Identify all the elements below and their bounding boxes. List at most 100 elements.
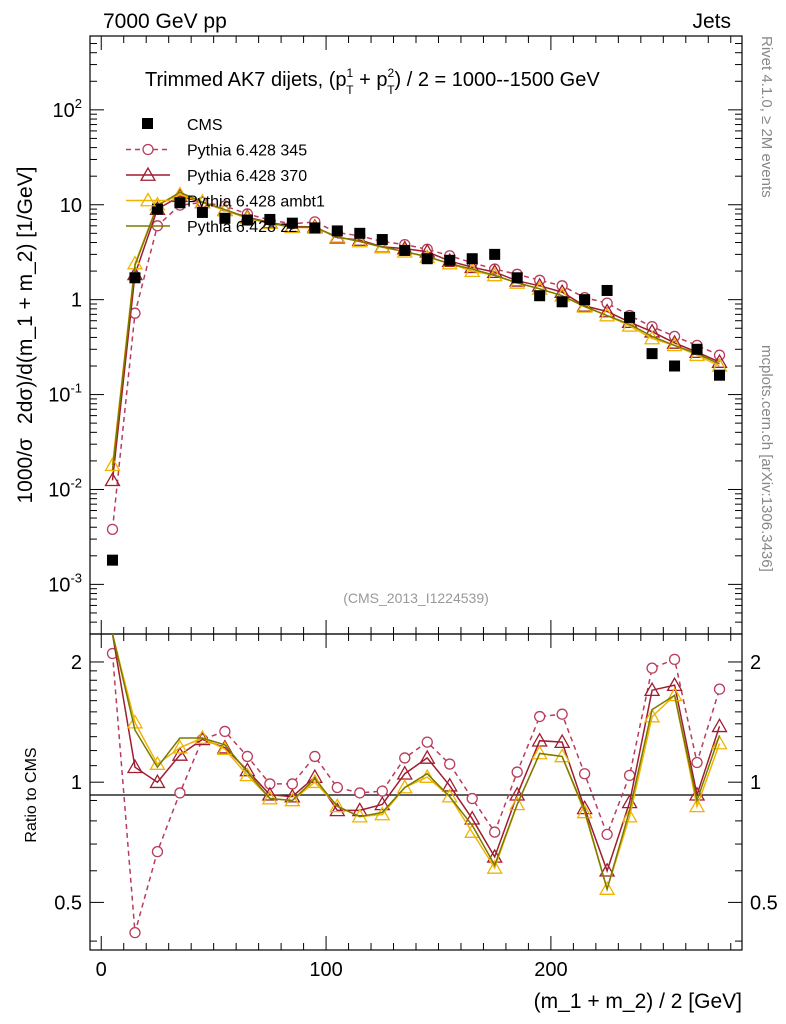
series-point xyxy=(104,471,121,487)
ratio-point xyxy=(668,653,681,666)
series-point xyxy=(104,456,121,472)
cms-data-point xyxy=(106,554,118,566)
y-tick-exponent: -2 xyxy=(70,475,82,490)
ratio-point xyxy=(241,750,254,763)
cms-data-point xyxy=(241,214,253,226)
ratio-point xyxy=(376,785,388,797)
ratio-point xyxy=(354,787,366,799)
y-tick-label: 10-1 xyxy=(48,381,82,407)
ratio-point xyxy=(554,733,571,749)
series-point xyxy=(711,357,728,372)
main-series-layer xyxy=(104,186,728,536)
cms-data-point xyxy=(669,360,681,372)
ratio-point xyxy=(643,681,661,697)
cms-data-point xyxy=(219,212,231,224)
ratio-point xyxy=(329,802,346,817)
cms-data-point xyxy=(579,294,591,306)
ratio-point xyxy=(171,746,189,761)
title-sub2: T xyxy=(387,83,395,97)
legend-marker-cms xyxy=(142,118,153,129)
ratio-point xyxy=(623,769,636,782)
series-point xyxy=(621,317,638,332)
ratio-point xyxy=(329,798,346,813)
series-point xyxy=(486,263,503,279)
source-label: mcplots.cern.ch [arXiv:1306.3436] xyxy=(758,345,775,572)
ratio-series-3 xyxy=(111,633,721,892)
ratio-point xyxy=(286,778,298,790)
ratio-tick-label-left: 1 xyxy=(71,772,82,794)
ratio-point xyxy=(151,845,164,858)
process-label: Jets xyxy=(692,10,731,33)
title-mid: + p xyxy=(354,69,388,91)
cms-data-point xyxy=(646,348,658,360)
y-tick-label: 102 xyxy=(53,96,82,122)
title-sup1: 1 xyxy=(347,66,354,80)
series-point xyxy=(106,523,119,536)
y-label-left: 1000/σ xyxy=(14,438,37,504)
ratio-point xyxy=(691,756,703,769)
ratio-point xyxy=(421,736,433,748)
ratio-point xyxy=(643,708,661,723)
series-point xyxy=(464,258,481,274)
ratio-point xyxy=(129,926,141,939)
ratio-point xyxy=(149,773,166,789)
ratio-y-axis-label: Ratio to CMS xyxy=(23,747,40,842)
ratio-point xyxy=(509,796,526,811)
cms-data-point xyxy=(556,296,568,308)
cms-data-point xyxy=(309,222,321,234)
ratio-point xyxy=(261,790,278,805)
ratio-point xyxy=(666,687,683,702)
y-tick-label: 10 xyxy=(60,195,82,217)
ratio-point xyxy=(576,804,593,819)
title-sup2: 2 xyxy=(388,66,395,80)
ratio-tick-label-right: 0.5 xyxy=(750,892,778,914)
ratio-point xyxy=(601,828,613,841)
cms-data-point xyxy=(286,217,298,229)
chart-title: Trimmed AK7 dijets, (p1 T + p2 T) / 2 = 10… xyxy=(145,66,600,97)
cms-data-point xyxy=(354,227,366,239)
cms-data-layer xyxy=(106,197,726,566)
ratio-point xyxy=(713,683,726,695)
energy-label: 7000 GeV pp xyxy=(103,10,227,33)
ratio-point xyxy=(399,752,411,764)
rivet-label: Rivet 4.1.0, ≥ 2M events xyxy=(758,36,775,198)
legend-label: Pythia 6.428 ambt1 xyxy=(187,194,325,211)
series-point xyxy=(576,298,593,313)
ratio-point xyxy=(666,676,683,692)
series-line xyxy=(111,201,720,530)
ratio-tick-label-left: 0.5 xyxy=(54,892,82,914)
ratio-point xyxy=(711,718,728,733)
ratio-axis-ticks: 0.5 0.5 1 1 2 2 xyxy=(54,652,778,942)
legend-label: Pythia 6.428 370 xyxy=(187,168,307,185)
cms-data-point xyxy=(714,369,726,381)
ratio-line xyxy=(111,633,721,874)
cms-data-point xyxy=(174,197,186,209)
cms-data-point xyxy=(511,272,523,284)
ratio-point xyxy=(171,739,189,754)
series-point xyxy=(598,303,616,318)
ratio-line xyxy=(111,633,721,892)
legend-marker xyxy=(142,143,154,156)
ratio-point xyxy=(531,745,548,760)
series-point xyxy=(351,231,368,246)
ratio-point xyxy=(711,735,728,750)
cms-data-point xyxy=(151,203,163,215)
cms-data-point xyxy=(691,343,703,355)
cms-data-point xyxy=(489,248,501,260)
ratio-point xyxy=(578,768,591,780)
ratio-point xyxy=(646,662,658,674)
ratio-tick-label-right: 1 xyxy=(750,772,761,794)
ratio-panel-frame xyxy=(89,633,743,951)
x-tick-label: 200 xyxy=(534,959,567,981)
ratio-point xyxy=(511,766,523,778)
y-tick-label: 1 xyxy=(71,290,82,312)
title-prefix: Trimmed AK7 dijets, (p xyxy=(145,69,347,91)
y-tick-label: 10-2 xyxy=(48,475,82,501)
ratio-point xyxy=(621,808,638,823)
ratio-point xyxy=(466,792,478,805)
ratio-point xyxy=(489,826,501,838)
y-tick-exponent: -1 xyxy=(70,381,82,396)
ratio-tick-label-left: 2 xyxy=(71,652,82,674)
